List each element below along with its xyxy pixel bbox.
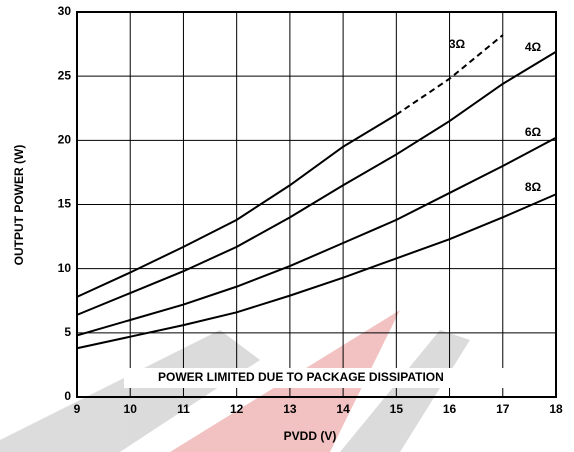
y-tick-label: 20 <box>58 133 72 147</box>
series-label: 8Ω <box>525 180 542 194</box>
x-axis-label: PVDD (V) <box>284 429 337 443</box>
series-label: 3Ω <box>449 37 466 51</box>
x-tick-label: 14 <box>336 402 350 416</box>
y-tick-label: 10 <box>58 261 72 275</box>
plot-frame <box>76 11 557 398</box>
x-tick-label: 11 <box>177 402 190 416</box>
x-tick-label: 15 <box>390 402 404 416</box>
x-tick-label: 18 <box>549 402 563 416</box>
y-tick-label: 25 <box>58 68 72 82</box>
series-line <box>76 113 397 298</box>
series-line <box>76 193 557 350</box>
legend-label: POWER LIMITED DUE TO PACKAGE DISSIPATION <box>158 370 444 384</box>
x-tick-label: 16 <box>443 402 457 416</box>
y-tick-label: 15 <box>58 197 72 211</box>
x-tick-label: 13 <box>283 402 297 416</box>
x-tick-label: 9 <box>74 402 81 416</box>
series-label: 4Ω <box>525 40 542 54</box>
series-line <box>395 34 504 116</box>
series-line <box>76 50 557 316</box>
x-tick-label: 17 <box>496 402 510 416</box>
y-tick-label: 30 <box>58 4 72 18</box>
x-tick-label: 10 <box>124 402 138 416</box>
series-label: 6Ω <box>525 125 542 139</box>
x-tick-label: 12 <box>230 402 244 416</box>
y-tick-label: 5 <box>64 325 71 339</box>
series-line <box>76 136 557 337</box>
y-axis-label: OUTPUT POWER (W) <box>12 145 26 266</box>
y-tick-label: 0 <box>64 389 71 403</box>
legend-background <box>124 368 548 388</box>
